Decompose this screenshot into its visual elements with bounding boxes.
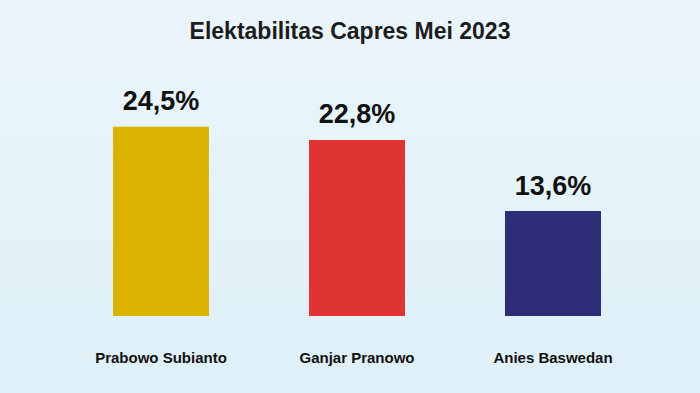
svg-text:22,8%: 22,8%	[319, 99, 396, 129]
svg-text:Anies Baswedan: Anies Baswedan	[493, 349, 612, 366]
svg-text:Prabowo Subianto: Prabowo Subianto	[95, 349, 227, 366]
svg-text:Elektabilitas Capres Mei 2023: Elektabilitas Capres Mei 2023	[190, 18, 511, 44]
svg-text:13,6%: 13,6%	[515, 171, 592, 201]
svg-text:Ganjar Pranowo: Ganjar Pranowo	[299, 349, 414, 366]
svg-text:24,5%: 24,5%	[123, 86, 200, 116]
